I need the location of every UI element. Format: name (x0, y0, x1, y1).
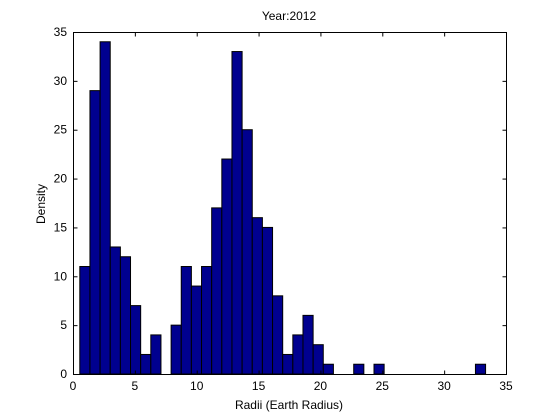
y-tick-label-0: 0 (60, 367, 67, 381)
histogram-bar-13 (221, 158, 233, 375)
y-tick-label-15: 15 (54, 220, 68, 234)
histogram-bar-26 (474, 363, 487, 375)
y-tick-label-25: 25 (54, 123, 68, 137)
histogram-bar-6 (140, 353, 152, 375)
x-tick-label-0: 0 (70, 379, 77, 393)
x-tick-label-15: 15 (252, 379, 266, 393)
histogram-bar-23 (322, 363, 334, 375)
histogram-bar-11 (201, 266, 213, 375)
x-axis-label: Radii (Earth Radius) (235, 398, 343, 412)
histogram-bar-2 (99, 41, 111, 375)
histogram-bar-24 (353, 363, 365, 375)
histogram-bar-1 (89, 90, 101, 375)
y-axis-label: Density (34, 184, 48, 224)
histogram-bar-5 (130, 305, 142, 375)
histogram-bar-19 (282, 353, 294, 375)
histogram-bar-14 (231, 51, 243, 375)
axes-box (73, 32, 507, 375)
x-tick-label-10: 10 (190, 379, 204, 393)
histogram-bar-7 (150, 334, 162, 375)
y-tick-label-30: 30 (54, 74, 68, 88)
histogram-bar-0 (79, 266, 91, 375)
x-tick-label-25: 25 (376, 379, 390, 393)
y-tick-label-35: 35 (54, 25, 68, 39)
histogram-bar-15 (241, 129, 253, 375)
y-tick-label-20: 20 (54, 172, 68, 186)
histogram-bar-18 (272, 295, 284, 375)
histogram-bar-4 (119, 256, 132, 375)
histogram-bar-16 (251, 217, 263, 375)
x-tick-label-5: 5 (132, 379, 139, 393)
histogram-bar-8 (170, 324, 182, 375)
x-tick-label-30: 30 (437, 379, 451, 393)
y-tick-label-5: 5 (60, 318, 67, 332)
histogram-bar-3 (109, 246, 121, 375)
x-tick-label-35: 35 (499, 379, 513, 393)
histogram-bar-20 (292, 334, 304, 375)
y-tick-label-10: 10 (54, 269, 68, 283)
histogram-bar-10 (190, 285, 203, 375)
histogram-bar-9 (180, 266, 192, 375)
histogram-bar-12 (211, 207, 223, 375)
chart-title: Year:2012 (262, 9, 317, 23)
histogram-bar-17 (261, 226, 274, 375)
histogram-bar-21 (302, 314, 314, 375)
plot-area (73, 32, 506, 374)
x-tick-label-20: 20 (314, 379, 328, 393)
ticks-group: 0 5 10 15 20 25 30 35 0 5 10 15 20 25 30 35 (54, 25, 513, 393)
histogram-bar-22 (312, 344, 324, 375)
